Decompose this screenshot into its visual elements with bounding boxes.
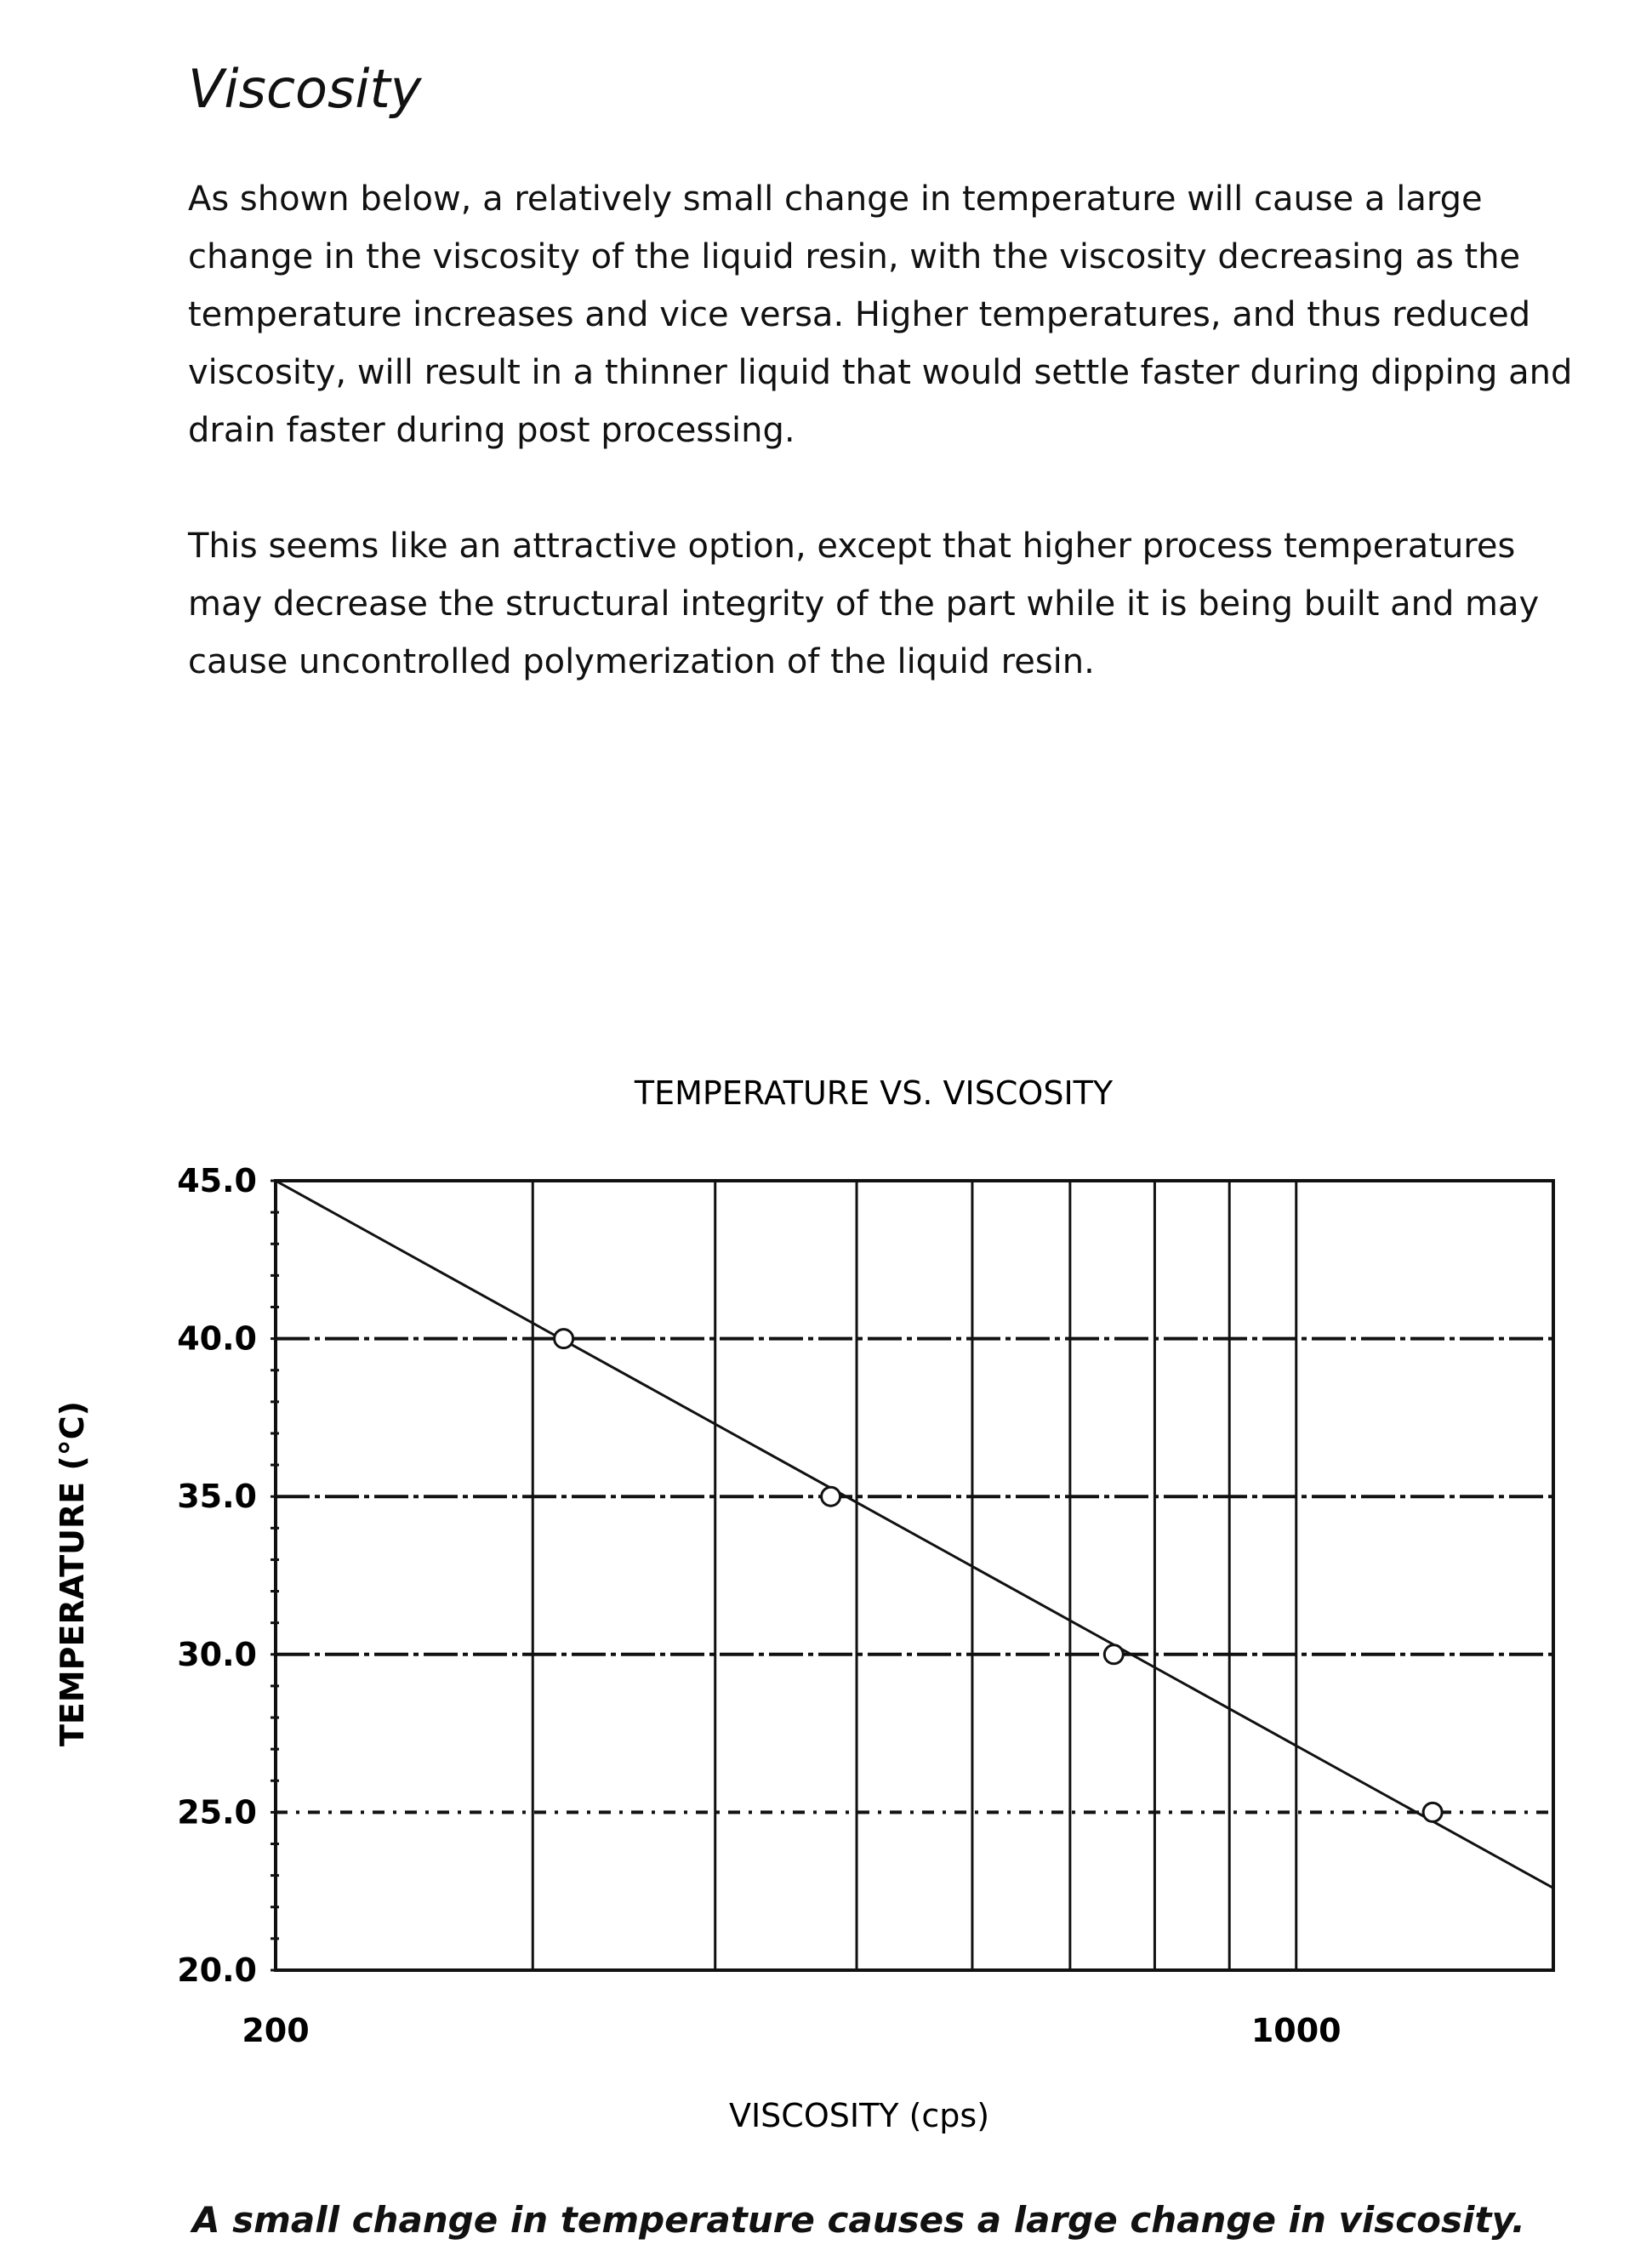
y-tick-label: 40.0 bbox=[177, 1320, 257, 1358]
y-axis-label: TEMPERATURE (°C) bbox=[54, 1401, 91, 1746]
data-point bbox=[555, 1330, 573, 1348]
x-axis-label: VISCOSITY (cps) bbox=[729, 2097, 989, 2134]
figure-caption: A small change in temperature causes a l… bbox=[192, 2199, 1525, 2241]
trend-line bbox=[276, 1181, 1553, 1888]
x-tick-label: 1000 bbox=[1251, 2012, 1342, 2049]
data-point bbox=[1104, 1645, 1123, 1664]
y-tick-label: 35.0 bbox=[177, 1478, 257, 1515]
x-tick-label: 200 bbox=[242, 2012, 309, 2049]
y-tick-label: 20.0 bbox=[177, 1951, 257, 1989]
chart-title: TEMPERATURE VS. VISCOSITY bbox=[634, 1074, 1114, 1112]
y-tick-label: 30.0 bbox=[177, 1636, 257, 1673]
y-tick-label: 45.0 bbox=[177, 1162, 257, 1199]
plot-frame bbox=[276, 1181, 1553, 1970]
y-tick-label: 25.0 bbox=[177, 1793, 257, 1831]
data-point bbox=[822, 1487, 840, 1506]
data-point bbox=[1423, 1803, 1442, 1821]
temperature-viscosity-chart: TEMPERATURE VS. VISCOSITY TEMPERATURE (°… bbox=[0, 0, 1652, 2256]
